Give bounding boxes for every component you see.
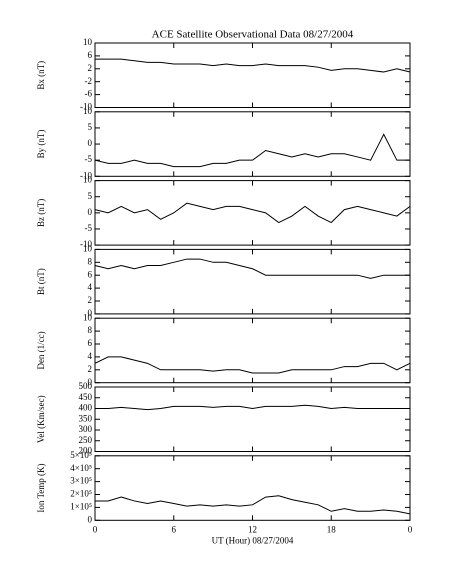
y-axis-label: Bz (nT) <box>36 199 46 227</box>
y-tick-label: 2 <box>88 295 93 305</box>
y-tick-label: 4×10⁵ <box>70 463 92 473</box>
data-line <box>94 356 411 374</box>
y-tick-label: 6 <box>88 50 93 60</box>
y-tick-label: -5 <box>85 223 93 233</box>
y-tick-label: 350 <box>79 413 93 423</box>
y-tick-label: 4 <box>88 282 93 292</box>
x-tick-label: 12 <box>248 524 257 534</box>
data-line <box>95 404 410 411</box>
y-tick-label: -2 <box>85 76 93 86</box>
y-tick-label: 5 <box>88 122 93 132</box>
y-tick-label: 6 <box>88 269 93 279</box>
data-line <box>95 495 411 515</box>
y-tick-label: 500 <box>79 381 93 391</box>
y-tick-label: 10 <box>83 37 93 47</box>
y-tick-label: 10 <box>83 312 93 322</box>
data-line <box>95 58 411 73</box>
y-tick-label: 400 <box>79 403 93 413</box>
y-tick-label: 450 <box>79 392 93 402</box>
x-tick-label: 0 <box>408 524 413 534</box>
y-axis-label: Bt (nT) <box>36 268 46 295</box>
y-tick-label: 300 <box>79 424 93 434</box>
y-tick-label: 0 <box>88 138 93 148</box>
y-tick-label: -10 <box>80 102 92 112</box>
x-tick-label: 6 <box>172 524 177 534</box>
x-tick-label: 0 <box>93 524 98 534</box>
y-tick-label: 200 <box>79 446 93 456</box>
y-axis-label: Den (1/cc) <box>36 331 46 369</box>
chart-title: ACE Satellite Observational Data 08/27/2… <box>152 29 354 41</box>
y-tick-label: 4 <box>88 351 93 361</box>
y-tick-label: 8 <box>88 256 93 266</box>
x-axis-label: UT (Hour) 08/27/2004 <box>212 535 294 545</box>
y-tick-label: 5 <box>88 191 93 201</box>
y-tick-label: 2 <box>88 63 93 73</box>
y-axis-label: Ion Temp (K) <box>36 463 46 512</box>
data-line <box>94 202 411 224</box>
y-tick-label: 0 <box>88 377 93 387</box>
y-axis-label: Bx (nT) <box>36 61 46 90</box>
y-tick-label: 10 <box>83 106 93 116</box>
y-tick-label: 6 <box>88 338 93 348</box>
y-axis-label: By (nT) <box>36 130 46 159</box>
y-axis-label: Vel (Km/sec) <box>36 395 46 443</box>
data-line <box>94 258 410 279</box>
y-tick-label: -5 <box>85 154 93 164</box>
y-tick-label: 250 <box>79 435 93 445</box>
y-tick-label: 3×10⁵ <box>70 476 92 486</box>
y-tick-label: -10 <box>80 239 92 249</box>
y-tick-label: 2 <box>88 364 93 374</box>
y-tick-label: 10 <box>83 175 93 185</box>
y-tick-label: 5×10⁵ <box>70 450 92 460</box>
y-tick-label: 2×10⁵ <box>70 489 92 499</box>
y-tick-label: 10 <box>83 243 93 253</box>
y-tick-label: 1×10⁵ <box>70 501 92 511</box>
y-tick-label: 0 <box>88 308 93 318</box>
y-tick-label: 0 <box>88 207 93 217</box>
x-tick-label: 18 <box>327 524 337 534</box>
data-line <box>94 133 410 168</box>
y-tick-label: 0 <box>88 514 93 524</box>
y-tick-label: 8 <box>88 325 93 335</box>
y-tick-label: -6 <box>85 89 93 99</box>
y-tick-label: -10 <box>80 170 92 180</box>
